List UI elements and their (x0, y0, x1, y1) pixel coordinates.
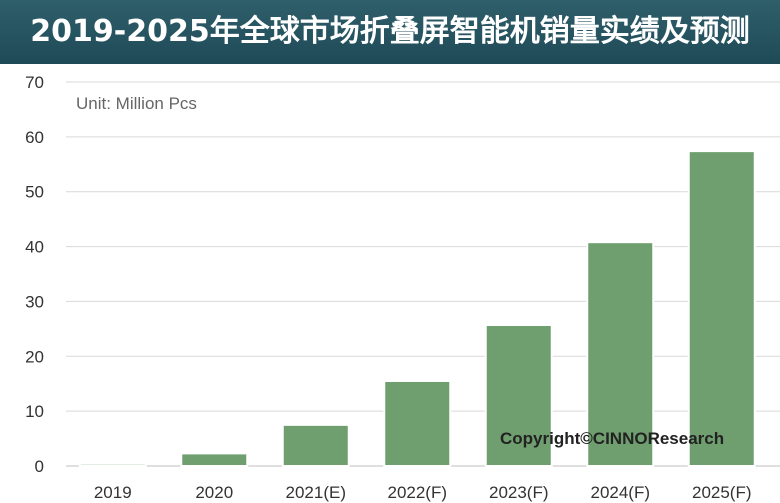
y-tick-label: 20 (25, 347, 44, 366)
x-tick-label: 2019 (94, 483, 132, 502)
bar-2022(F) (383, 379, 452, 468)
y-tick-label: 60 (25, 128, 44, 147)
y-tick-label: 30 (25, 292, 44, 311)
bar-2019 (78, 462, 147, 468)
bar-2020 (180, 452, 249, 467)
title-bar: 2019-2025年全球市场折叠屏智能机销量实绩及预测 (0, 0, 780, 64)
bar-2023(F) (484, 324, 553, 468)
bar-2021(E) (281, 423, 350, 468)
x-tick-label: 2023(F) (489, 483, 549, 502)
x-tick-label: 2022(F) (387, 483, 447, 502)
y-tick-label: 40 (25, 238, 44, 257)
x-tick-label: 2021(E) (286, 483, 346, 502)
chart-title: 2019-2025年全球市场折叠屏智能机销量实绩及预测 (30, 14, 750, 49)
x-tick-label: 2025(F) (692, 483, 752, 502)
y-tick-label: 10 (25, 402, 44, 421)
y-tick-label: 0 (35, 457, 44, 476)
y-tick-label: 70 (25, 73, 44, 92)
bar-2025(F) (687, 150, 756, 467)
unit-label: Unit: Million Pcs (76, 94, 197, 113)
y-tick-label: 50 (25, 183, 44, 202)
copyright-label: Copyright©CINNOResearch (500, 429, 724, 448)
bar-2024(F) (586, 241, 655, 467)
x-tick-label: 2024(F) (590, 483, 650, 502)
x-tick-label: 2020 (195, 483, 233, 502)
